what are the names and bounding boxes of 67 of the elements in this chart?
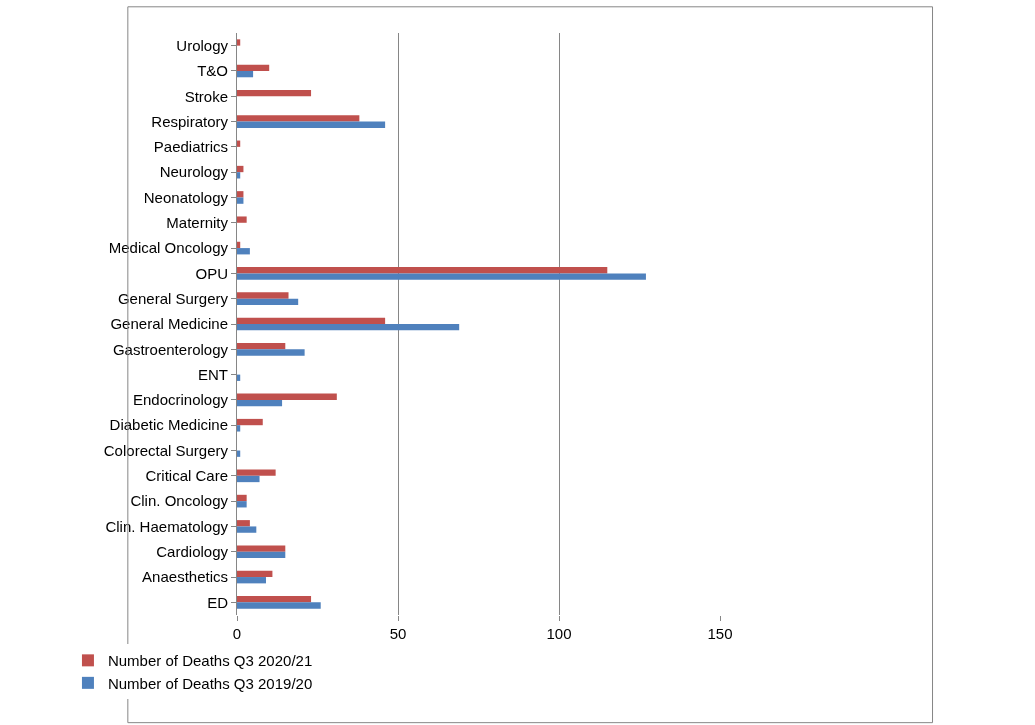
bar bbox=[237, 577, 266, 584]
y-tick-label: ENT bbox=[198, 365, 228, 383]
bar bbox=[237, 197, 244, 204]
y-tick-label: Urology bbox=[176, 36, 229, 54]
bar bbox=[237, 298, 299, 306]
y-tick-label: Anaesthetics bbox=[142, 568, 228, 586]
y-tick-label: Stroke bbox=[184, 87, 228, 105]
bar bbox=[237, 520, 250, 527]
y-tick-label: General Medicine bbox=[110, 315, 228, 333]
bar bbox=[237, 324, 460, 331]
bar bbox=[237, 469, 276, 476]
bar bbox=[237, 425, 241, 432]
bar bbox=[237, 216, 247, 223]
y-tick-label: Respiratory bbox=[151, 112, 229, 130]
bar bbox=[237, 418, 263, 426]
y-tick-label: Gastroenterology bbox=[112, 340, 229, 358]
bar bbox=[237, 267, 608, 274]
y-tick-label: Medical Oncology bbox=[108, 239, 229, 257]
legend-label: Number of Deaths Q3 2020/21 bbox=[107, 652, 313, 670]
bar bbox=[237, 450, 241, 457]
x-tick-label: 150 bbox=[707, 625, 733, 642]
bar bbox=[237, 602, 321, 609]
bar bbox=[237, 349, 305, 356]
x-tick-label: 0 bbox=[232, 625, 242, 642]
bar bbox=[237, 172, 241, 179]
bar bbox=[237, 140, 241, 147]
bar bbox=[237, 545, 286, 552]
bar bbox=[237, 70, 254, 78]
bar bbox=[237, 526, 257, 533]
y-tick-label: ED bbox=[207, 593, 229, 611]
bar bbox=[237, 89, 312, 97]
bar bbox=[237, 248, 250, 255]
bar bbox=[237, 393, 337, 400]
x-tick-label: 100 bbox=[546, 625, 572, 642]
bar bbox=[237, 551, 286, 559]
bar bbox=[237, 399, 283, 407]
y-tick-label: Neonatology bbox=[143, 188, 229, 206]
bar bbox=[237, 501, 247, 508]
y-tick-label: General Surgery bbox=[117, 289, 229, 307]
bar bbox=[237, 342, 286, 350]
y-tick-label: Paediatrics bbox=[153, 138, 228, 156]
bar bbox=[237, 273, 646, 280]
y-tick-label: Cardiology bbox=[156, 542, 229, 560]
y-tick-label: Neurology bbox=[159, 163, 229, 181]
bar bbox=[237, 292, 289, 299]
y-tick-label: Clin. Haematology bbox=[105, 517, 229, 535]
bar bbox=[237, 494, 247, 502]
y-tick-label: T&O bbox=[197, 62, 228, 80]
y-tick-label: OPU bbox=[195, 264, 228, 282]
y-tick-label: Endocrinology bbox=[132, 391, 229, 409]
bar bbox=[237, 475, 260, 483]
x-tick-label: 50 bbox=[389, 625, 407, 642]
y-tick-label: Maternity bbox=[166, 214, 229, 232]
bar bbox=[237, 241, 241, 249]
y-tick-label: Clin. Oncology bbox=[130, 492, 229, 510]
legend-label: Number of Deaths Q3 2019/20 bbox=[107, 674, 313, 692]
bar bbox=[237, 39, 241, 46]
bar bbox=[237, 570, 273, 578]
bar bbox=[237, 374, 241, 381]
bar bbox=[237, 121, 386, 128]
bar bbox=[237, 596, 312, 603]
bar bbox=[237, 115, 360, 122]
bar bbox=[237, 317, 386, 324]
y-tick-label: Colorectal Surgery bbox=[103, 441, 229, 459]
y-tick-label: Critical Care bbox=[145, 467, 228, 485]
y-tick-label: Diabetic Medicine bbox=[109, 416, 228, 434]
bar bbox=[237, 64, 270, 71]
